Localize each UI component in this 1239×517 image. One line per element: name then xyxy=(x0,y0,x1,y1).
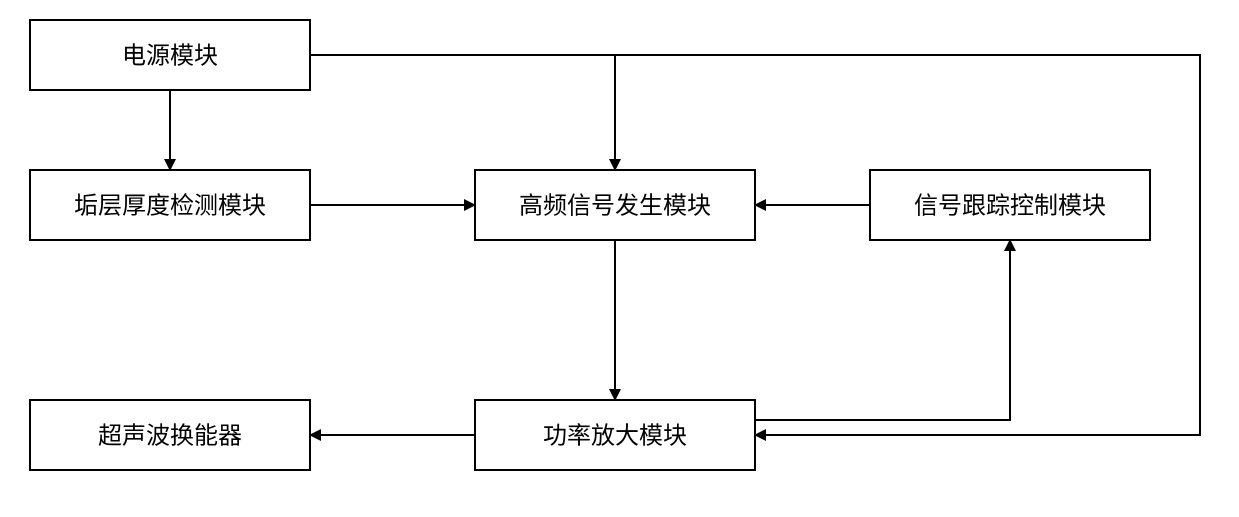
edge-amp-to-track xyxy=(755,240,1010,420)
node-power-amplifier: 功率放大模块 xyxy=(475,400,755,470)
label-power-module: 电源模块 xyxy=(122,42,218,69)
label-hf-signal-generator: 高频信号发生模块 xyxy=(519,192,711,219)
node-power-module: 电源模块 xyxy=(30,20,310,90)
label-power-amplifier: 功率放大模块 xyxy=(543,422,687,449)
label-scale-thickness-detection: 垢层厚度检测模块 xyxy=(74,192,266,219)
label-signal-tracking-control: 信号跟踪控制模块 xyxy=(914,192,1106,219)
edge-power-to-amp xyxy=(615,55,1200,435)
node-signal-tracking-control: 信号跟踪控制模块 xyxy=(870,170,1150,240)
label-ultrasonic-transducer: 超声波换能器 xyxy=(98,422,242,449)
edge-power-to-hfgen xyxy=(310,55,615,170)
node-scale-thickness-detection: 垢层厚度检测模块 xyxy=(30,170,310,240)
node-hf-signal-generator: 高频信号发生模块 xyxy=(475,170,755,240)
flowchart-canvas: 电源模块 垢层厚度检测模块 高频信号发生模块 信号跟踪控制模块 功率放大模块 超… xyxy=(0,0,1239,517)
node-ultrasonic-transducer: 超声波换能器 xyxy=(30,400,310,470)
